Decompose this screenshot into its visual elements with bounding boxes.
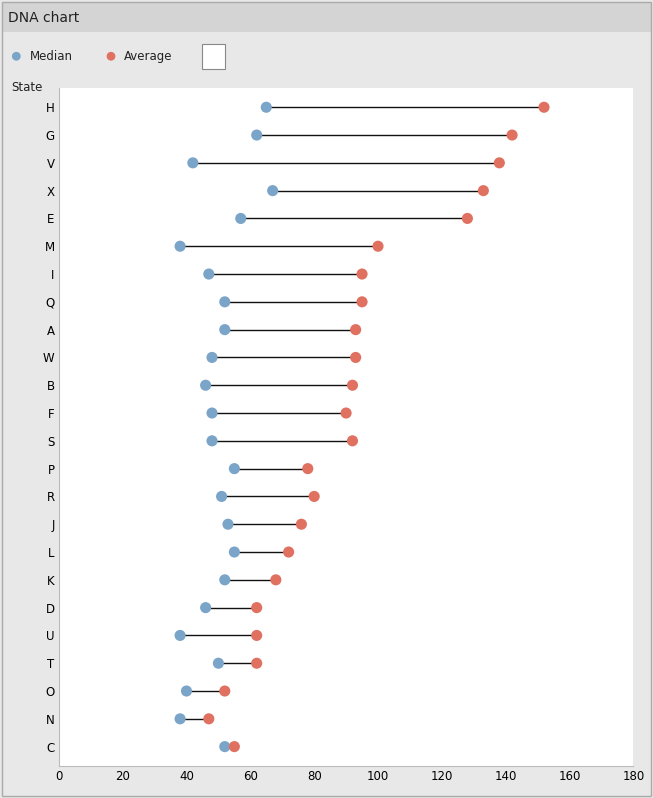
Point	[219, 685, 230, 697]
Point	[251, 128, 262, 141]
Point	[296, 518, 307, 531]
Point	[207, 407, 217, 420]
Point	[223, 518, 233, 531]
Point	[373, 240, 383, 253]
Text: State: State	[12, 81, 43, 94]
Point	[251, 657, 262, 670]
Point	[207, 351, 217, 364]
Point	[341, 407, 351, 420]
Point	[175, 240, 185, 253]
FancyBboxPatch shape	[2, 2, 651, 32]
Point	[229, 741, 240, 753]
Point	[357, 267, 367, 280]
Point	[347, 379, 358, 392]
Point	[200, 379, 211, 392]
Point	[219, 323, 230, 336]
Text: DNA chart: DNA chart	[8, 10, 79, 25]
Point	[11, 50, 22, 63]
FancyBboxPatch shape	[202, 44, 225, 69]
Point	[187, 156, 198, 169]
Point	[175, 629, 185, 642]
Point	[200, 601, 211, 614]
Point	[204, 267, 214, 280]
Point	[351, 351, 361, 364]
Point	[347, 434, 358, 447]
Point	[283, 546, 294, 559]
Point	[229, 462, 240, 475]
Point	[309, 490, 319, 503]
Text: Median: Median	[29, 49, 72, 63]
Point	[507, 128, 517, 141]
Point	[219, 574, 230, 587]
Point	[251, 629, 262, 642]
Text: Average: Average	[124, 49, 172, 63]
Point	[351, 323, 361, 336]
Point	[302, 462, 313, 475]
Point	[478, 184, 488, 197]
Point	[204, 713, 214, 725]
Point	[207, 434, 217, 447]
Point	[251, 601, 262, 614]
Point	[539, 101, 549, 113]
Point	[494, 156, 505, 169]
Point	[229, 546, 240, 559]
Point	[106, 50, 116, 63]
Point	[462, 212, 473, 225]
Point	[175, 713, 185, 725]
Point	[261, 101, 272, 113]
Point	[268, 184, 278, 197]
Point	[216, 490, 227, 503]
Point	[236, 212, 246, 225]
Point	[357, 295, 367, 308]
Point	[213, 657, 223, 670]
Point	[182, 685, 192, 697]
Point	[219, 295, 230, 308]
Point	[219, 741, 230, 753]
Point	[270, 574, 281, 587]
